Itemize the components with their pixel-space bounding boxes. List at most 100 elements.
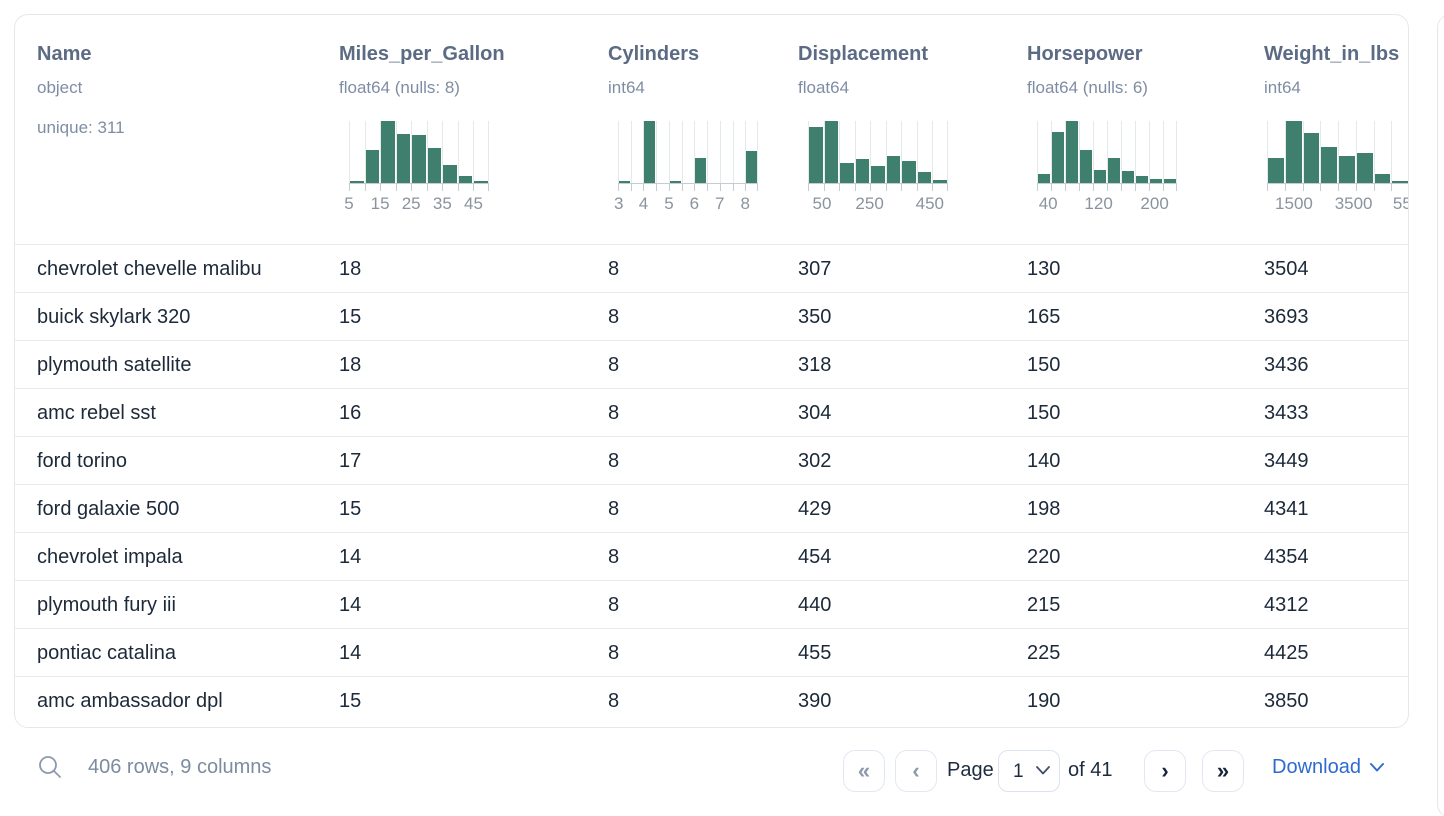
histogram-bar bbox=[1304, 133, 1319, 183]
histogram-gridline bbox=[1320, 121, 1321, 183]
cell: amc ambassador dpl bbox=[37, 690, 223, 712]
histogram-bar bbox=[871, 166, 885, 183]
histogram-miles_per_gallon[interactable]: 5 15 25 35 45 bbox=[344, 121, 489, 213]
column-dtype: int64 bbox=[1264, 78, 1301, 97]
cell: 440 bbox=[798, 594, 832, 616]
axis-tick-label: 7 bbox=[715, 194, 725, 213]
axis-tick-label: 5 bbox=[664, 194, 674, 213]
axis-tick bbox=[1051, 184, 1052, 191]
cell: 225 bbox=[1027, 642, 1061, 664]
axis-tick bbox=[682, 184, 683, 191]
axis-tick bbox=[1267, 184, 1268, 191]
histogram-bar bbox=[1038, 174, 1050, 183]
histogram-bar bbox=[746, 151, 757, 183]
histogram-weight_in_lbs[interactable]: 1500 3500 5500 bbox=[1267, 121, 1408, 213]
column-dtype: float64 (nulls: 6) bbox=[1027, 78, 1148, 97]
last-page-button[interactable]: » bbox=[1202, 750, 1244, 792]
axis-tick-label: 25 bbox=[401, 194, 421, 213]
histogram-gridline bbox=[488, 121, 489, 183]
cell: 130 bbox=[1027, 258, 1061, 280]
search-icon[interactable] bbox=[36, 753, 64, 781]
cell: 302 bbox=[798, 450, 832, 472]
data-table-card: Name object unique: 311 Miles_per_Gallon flo… bbox=[14, 14, 1409, 728]
histogram-bar bbox=[350, 181, 364, 183]
axis-tick bbox=[656, 184, 657, 191]
prev-page-button[interactable]: ‹ bbox=[895, 750, 937, 792]
histogram-gridline bbox=[855, 121, 856, 183]
cell: pontiac catalina bbox=[37, 642, 176, 664]
column-unique-count: unique: 311 bbox=[37, 118, 125, 137]
page-label: Page bbox=[947, 759, 994, 781]
cell: 8 bbox=[608, 690, 620, 712]
table-row: plymouth satellite 18 8 318 150 3436 bbox=[15, 340, 1408, 389]
download-button[interactable]: Download bbox=[1272, 756, 1384, 779]
cell: 8 bbox=[608, 306, 620, 328]
histogram-gridline bbox=[824, 121, 825, 183]
histogram-bar bbox=[1392, 181, 1408, 183]
page-select[interactable]: 1 bbox=[998, 750, 1060, 792]
histogram-gridline bbox=[1267, 121, 1268, 183]
next-page-button[interactable]: › bbox=[1144, 750, 1186, 792]
cell: 350 bbox=[798, 306, 832, 328]
histogram-gridline bbox=[886, 121, 887, 183]
cell: 3504 bbox=[1264, 258, 1309, 280]
histogram-gridline bbox=[1338, 121, 1339, 183]
cell: 3693 bbox=[1264, 306, 1309, 328]
cell: 3433 bbox=[1264, 402, 1309, 424]
cell: 198 bbox=[1027, 498, 1061, 520]
histogram-gridline bbox=[1079, 121, 1080, 183]
cell: 14 bbox=[339, 594, 362, 616]
histogram-gridline bbox=[643, 121, 644, 183]
cell: 4425 bbox=[1264, 642, 1309, 664]
histogram-bar bbox=[474, 181, 488, 183]
table-row: amc ambassador dpl 15 8 390 190 3850 bbox=[15, 676, 1408, 725]
histogram-gridline bbox=[458, 121, 459, 183]
cell: 8 bbox=[608, 546, 620, 568]
histogram-bar bbox=[902, 161, 916, 183]
histogram-bar bbox=[887, 156, 900, 183]
axis-tick bbox=[745, 184, 746, 191]
cell: 304 bbox=[798, 402, 832, 424]
axis-tick-label: 4 bbox=[638, 194, 649, 213]
column-name: Cylinders bbox=[608, 43, 700, 65]
cell: 4354 bbox=[1264, 546, 1309, 568]
histogram-gridline bbox=[669, 121, 670, 183]
cell: 454 bbox=[798, 546, 832, 568]
histogram-gridline bbox=[745, 121, 746, 183]
cell: 220 bbox=[1027, 546, 1061, 568]
table-row: plymouth fury iii 14 8 440 215 4312 bbox=[15, 580, 1408, 629]
histogram-displacement[interactable]: 50 250 450 bbox=[808, 121, 948, 213]
axis-tick bbox=[442, 184, 443, 191]
histogram-gridline bbox=[1051, 121, 1052, 183]
column-dtype: object bbox=[37, 78, 83, 97]
histogram-gridline bbox=[694, 121, 695, 183]
histogram-bar bbox=[1375, 174, 1390, 183]
cell: plymouth fury iii bbox=[37, 594, 176, 616]
cell: 8 bbox=[608, 498, 620, 520]
histogram-gridline bbox=[947, 121, 948, 183]
histogram-bar bbox=[397, 134, 410, 183]
cell: 18 bbox=[339, 354, 362, 376]
histogram-gridline bbox=[656, 121, 657, 183]
histogram-bar bbox=[933, 180, 947, 183]
histogram-bar bbox=[695, 158, 706, 183]
histogram-gridline bbox=[1093, 121, 1094, 183]
column-dtype: int64 bbox=[608, 78, 645, 97]
histogram-bar bbox=[809, 127, 823, 183]
axis-tick bbox=[694, 184, 695, 191]
axis-tick bbox=[855, 184, 856, 191]
axis-tick bbox=[720, 184, 721, 191]
cell: 3449 bbox=[1264, 450, 1309, 472]
cell: amc rebel sst bbox=[37, 402, 156, 424]
cell: 150 bbox=[1027, 402, 1061, 424]
cell: 190 bbox=[1027, 690, 1061, 712]
axis-tick bbox=[1303, 184, 1304, 191]
cell: chevrolet chevelle malibu bbox=[37, 258, 262, 280]
cell: 215 bbox=[1027, 594, 1061, 616]
first-page-button[interactable]: « bbox=[843, 750, 885, 792]
cell: buick skylark 320 bbox=[37, 306, 191, 328]
cell: 15 bbox=[339, 498, 362, 520]
total-pages-label: of 41 bbox=[1068, 759, 1113, 781]
histogram-horsepower[interactable]: 40 120 200 bbox=[1037, 121, 1177, 213]
